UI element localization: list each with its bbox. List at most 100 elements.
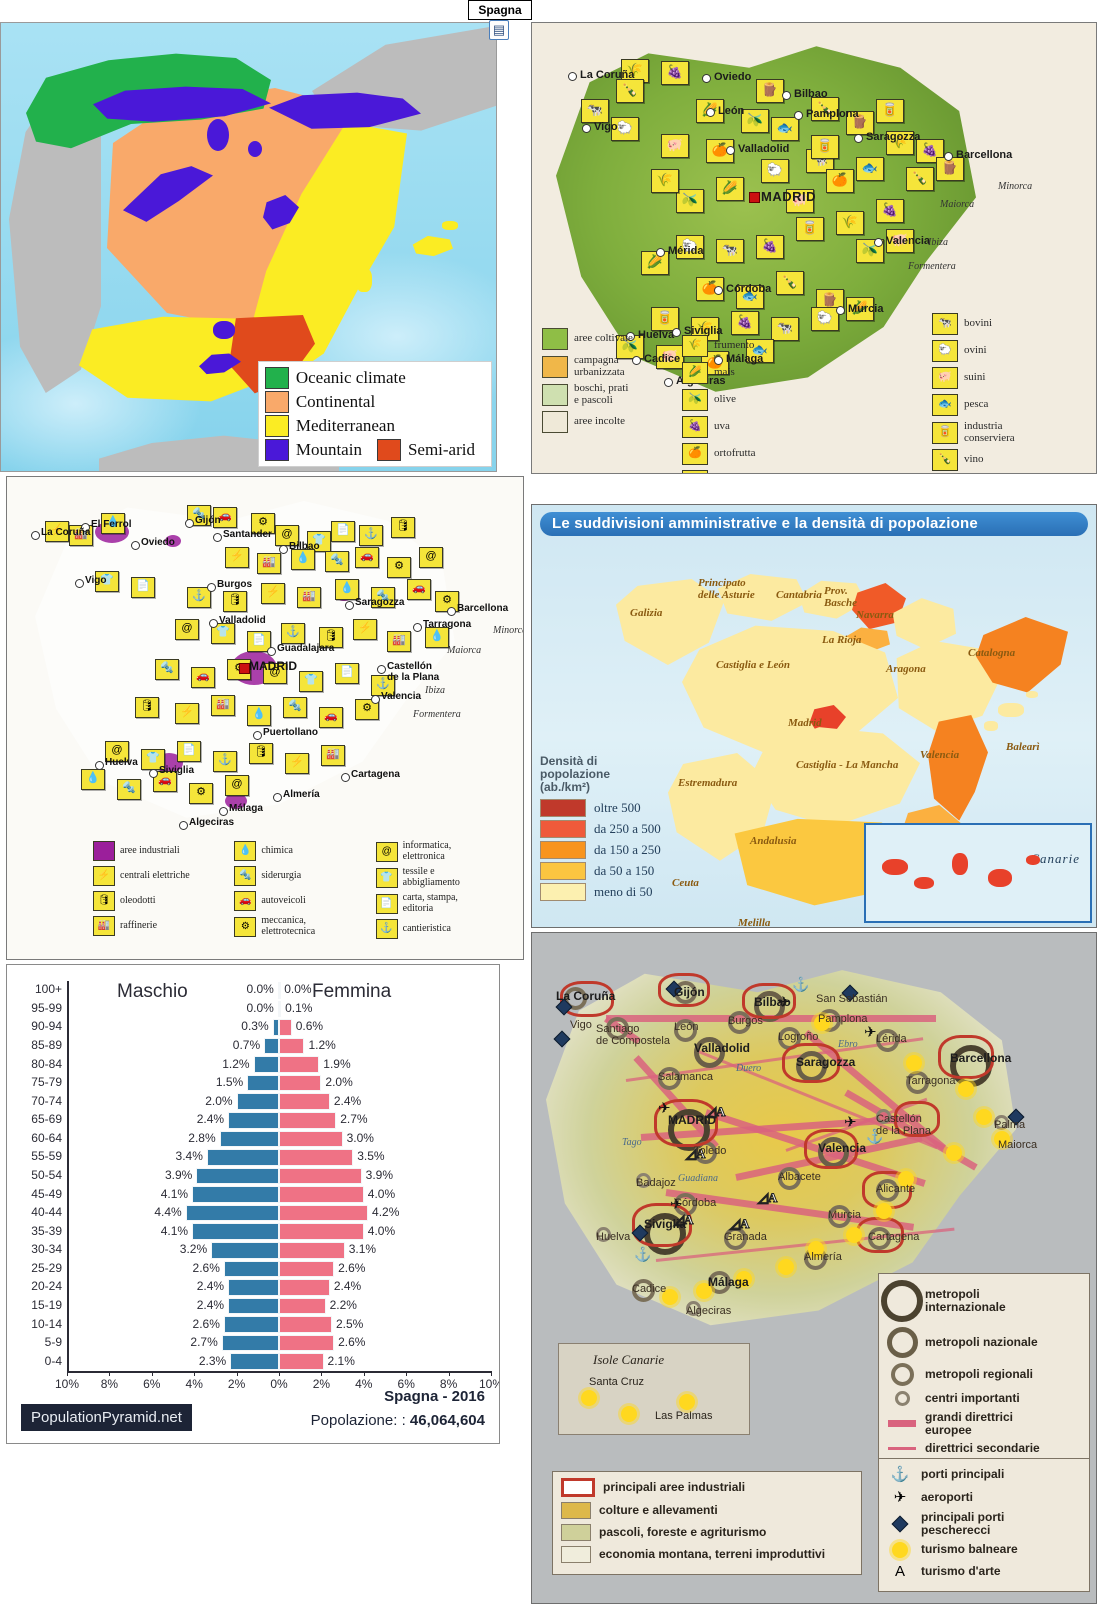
agriculture-map[interactable]: 🌾🍇🐄🐑🌽🫒🐖🍊🐟🍾🪵🥫🌾🍇🐄🐑🌽🫒🐖🍊🐟🍾🪵🥫🌾🍇🐄🐑🌽🫒🐖🍊🐟🍾🪵🥫🌾🍇🐄🐑…	[531, 22, 1097, 474]
pyramid-female-bar	[279, 1149, 354, 1166]
menorca-shape	[442, 221, 458, 230]
economy-city-label: San Sebastián	[816, 993, 888, 1005]
pyramid-tick-label: 0%	[270, 1377, 288, 1391]
economy-legend-label: porti principali	[921, 1466, 1005, 1481]
industry-city-label: Saragozza	[355, 597, 405, 608]
industry-legend-row: ⚓ cantieristica	[375, 919, 503, 939]
sun-icon	[876, 1203, 892, 1219]
pyramid-female-value: 3.5%	[357, 1149, 385, 1164]
city-marker	[664, 378, 673, 387]
pyramid-tick	[194, 1371, 196, 1376]
agri-product-icon: 🌾	[886, 131, 914, 155]
pyramid-female-bar	[279, 1223, 364, 1240]
legend-icon: @	[375, 841, 398, 862]
industry-product-icon: ⚡	[285, 753, 309, 774]
pyramid-female-value: 3.1%	[348, 1242, 377, 1257]
pyramid-male-bar	[221, 1334, 279, 1352]
city-marker	[279, 545, 288, 554]
industrial-zone-outline	[632, 1203, 692, 1247]
industrial-zone-outline	[658, 973, 710, 1007]
pyramid-age-label: 45-49	[31, 1186, 62, 1201]
agri-city-label: Oviedo	[714, 71, 752, 83]
pyramid-female-value: 3.9%	[365, 1168, 394, 1182]
pyramid-age-label: 25-29	[31, 1260, 62, 1275]
economy-map[interactable]: ✈ ✈ ✈ ✈ ✈ ⚓ ⚓ ⚓ ◿A ◿A ◿A ◿A ◿A La Coruña Gijón Bilbao S…	[531, 932, 1097, 1604]
industry-city-label: Cartagena	[351, 769, 400, 780]
river-label: Tago	[622, 1137, 642, 1148]
agri-product-icon: 🌽	[846, 297, 874, 321]
economy-legend-row: grandi direttrici europee	[887, 1411, 1081, 1437]
industry-product-icon: 🏭	[387, 631, 411, 652]
metropolis-icon-ctr	[894, 1391, 910, 1406]
industry-product-icon: 🔩	[283, 697, 307, 718]
art-tourism-icon: ◿A	[673, 1212, 694, 1227]
color-swatch-icon	[542, 328, 568, 350]
pyramid-tick-label: 4%	[185, 1377, 203, 1391]
pyramid-age-label: 10-14	[31, 1316, 62, 1331]
document-icon[interactable]: ▤	[489, 20, 509, 40]
economy-city-label: Pamplona	[818, 1013, 868, 1025]
industry-product-icon: 🛢	[223, 591, 247, 612]
agri-product-icon: 🐟	[736, 285, 764, 309]
legend-icon: 🐄	[932, 313, 958, 335]
anchor-icon: ⚓	[792, 976, 810, 992]
color-swatch-icon	[542, 383, 568, 406]
document-tab[interactable]: Spagna	[468, 0, 532, 20]
industry-product-icon: ⚓	[371, 675, 395, 696]
airplane-icon: ✈	[844, 1114, 857, 1131]
agri-legend-row: boschi, prati e pascoli	[542, 382, 662, 406]
pyramid-female-value: 0.1%	[285, 1000, 313, 1015]
industry-product-icon: 🏭	[321, 745, 345, 766]
climate-map[interactable]: Oceanic climate Continental Mediterranean M…	[0, 22, 497, 472]
density-region-label: Melilla	[738, 917, 771, 928]
airplane-icon: ✈	[658, 1100, 671, 1117]
agri-product-icon: 🍇	[661, 61, 689, 85]
density-region-label: Principato delle Asturie	[698, 577, 755, 601]
canarie-city-label: Santa Cruz	[589, 1376, 645, 1388]
industry-map[interactable]: ⚡🏭💧🔩🚗⚙@👕📄⚓🛢⚡🏭💧🔩🚗⚙@👕📄⚓🛢⚡🏭💧🔩🚗⚙@👕📄⚓🛢⚡🏭💧🔩🚗⚙@…	[6, 476, 524, 960]
population-pyramid-chart[interactable]: Maschio Femmina 0.0% 0.0% 0.0% 0.1% 0.3% 0.6%…	[6, 964, 500, 1444]
pyramid-tick	[448, 1371, 450, 1376]
city-marker	[568, 72, 577, 81]
economy-legend-row: economia montana, terreni improduttivi	[561, 1546, 853, 1563]
pyramid-male-bar	[247, 1074, 279, 1092]
economy-legend-row: centri importanti	[887, 1391, 1081, 1406]
economy-legend-row: metropoli nazionale	[886, 1327, 1081, 1358]
agri-legend-row: aree incolte	[542, 411, 662, 434]
pyramid-population-value: 46,064,604	[409, 1412, 485, 1429]
economy-legend-areas: principali aree industriali colture e all…	[552, 1471, 862, 1575]
metropolis-marker-reg	[606, 1017, 629, 1040]
pyramid-female-value: 3.0%	[346, 1130, 374, 1145]
pyramid-age-label: 30-34	[31, 1242, 62, 1257]
canary-island-shape	[882, 859, 908, 875]
industry-city-label: Vigo	[85, 575, 107, 586]
agri-product-icon: 🍾	[616, 79, 644, 103]
color-swatch-icon	[264, 367, 289, 389]
pyramid-male-value: 2.6%	[192, 1260, 220, 1275]
industry-product-icon: ⚓	[359, 525, 383, 546]
density-map[interactable]: Le suddivisioni amministrative e la dens…	[531, 504, 1097, 928]
metropolis-marker-ctr	[876, 1109, 891, 1124]
legend-icon: 🏭	[93, 916, 115, 936]
economy-legend-label: metropoli regionali	[925, 1367, 1034, 1382]
city-marker	[345, 601, 354, 610]
legend-icon: 🚗	[234, 891, 257, 911]
economy-legend-row: principali porti pescherecci	[887, 1511, 1081, 1537]
industry-product-icon: ⚡	[225, 547, 249, 568]
sun-icon	[696, 1283, 712, 1299]
economy-city-label: Salamanca	[658, 1071, 714, 1083]
city-marker	[81, 523, 90, 532]
agri-city-label: Valladolid	[738, 143, 790, 155]
metropolis-marker-ctr	[994, 1115, 1009, 1130]
agri-legend-row: 🫒 olive	[682, 389, 792, 411]
pyramid-female-bar	[279, 1167, 362, 1185]
industry-legend-label: informatica, elettronica	[402, 840, 452, 862]
pyramid-female-value: 1.2%	[308, 1038, 336, 1052]
economy-legend-label: grandi direttrici europee	[925, 1410, 1014, 1437]
economy-city-label: Palma	[994, 1119, 1026, 1131]
economy-legend-row: turismo balneare	[887, 1541, 1081, 1558]
agri-city-label: Bilbao	[794, 88, 828, 100]
pyramid-male-bar	[223, 1260, 279, 1278]
industry-legend-label: oleodotti	[120, 894, 156, 906]
industry-city-label: Gijón	[195, 515, 221, 526]
